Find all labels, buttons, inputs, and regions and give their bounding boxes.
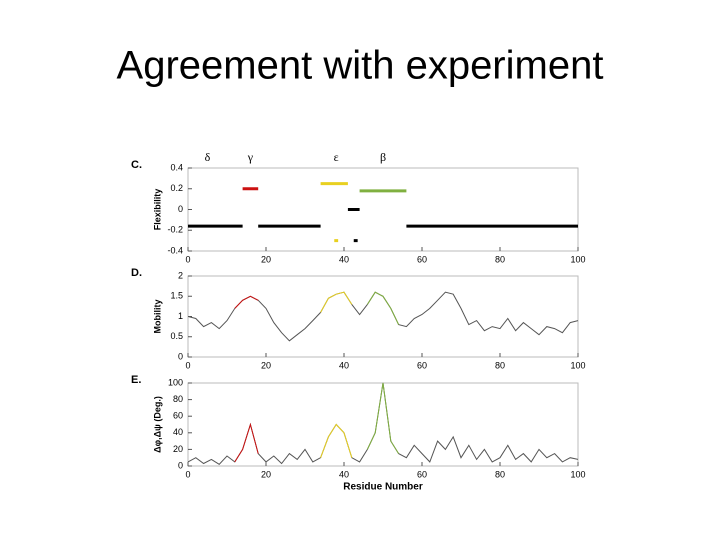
y-axis-label: Mobility: [152, 300, 162, 334]
highlight-line: [366, 382, 400, 454]
annotation: β: [380, 150, 386, 164]
x-tick-label: 80: [495, 254, 505, 264]
y-tick-label: 60: [173, 411, 183, 421]
y-tick-label: 1.5: [170, 291, 183, 301]
y-tick-label: 2: [178, 270, 183, 280]
y-axis-label: Δφ,Δψ (Deg.): [152, 396, 162, 453]
highlight-line: [366, 291, 400, 325]
highlight-line: [320, 423, 353, 458]
highlight-line: [234, 422, 259, 463]
y-axis-label: Flexibility: [152, 189, 162, 231]
slide-title: Agreement with experiment: [117, 44, 604, 88]
x-tick-label: 60: [417, 469, 427, 479]
x-tick-label: 0: [185, 254, 190, 264]
x-tick-label: 40: [339, 254, 349, 264]
x-tick-label: 60: [417, 254, 427, 264]
annotation: ε: [334, 150, 339, 164]
y-tick-label: 20: [173, 444, 183, 454]
y-tick-label: 1: [178, 311, 183, 321]
x-tick-label: 80: [495, 469, 505, 479]
x-tick-label: 20: [261, 469, 271, 479]
x-tick-label: 100: [570, 254, 585, 264]
x-axis-label: Residue Number: [343, 482, 423, 493]
y-tick-label: 0: [178, 460, 183, 470]
x-tick-label: 100: [570, 469, 585, 479]
plot-frame: [187, 275, 579, 358]
highlight-line: [320, 291, 353, 313]
panel-label: E.: [131, 374, 141, 386]
x-tick-label: 0: [185, 469, 190, 479]
x-tick-label: 40: [339, 360, 349, 370]
highlight-line: [234, 295, 259, 309]
x-tick-label: 20: [261, 360, 271, 370]
annotation: γ: [247, 150, 254, 164]
y-tick-label: 0: [178, 351, 183, 361]
x-tick-label: 80: [495, 360, 505, 370]
annotation: δ: [205, 150, 211, 164]
data-line: [188, 291, 578, 342]
y-tick-label: 0.4: [170, 162, 183, 172]
y-tick-label: 0.2: [170, 183, 183, 193]
panel-label: D.: [131, 267, 142, 279]
y-tick-label: -0.4: [167, 245, 183, 255]
plot-frame: [187, 382, 579, 467]
panel-label: C.: [131, 159, 142, 171]
x-tick-label: 0: [185, 360, 190, 370]
x-tick-label: 100: [570, 360, 585, 370]
y-tick-label: 0: [178, 204, 183, 214]
plot-frame: [187, 167, 579, 252]
y-tick-label: 100: [168, 377, 183, 387]
x-tick-label: 20: [261, 254, 271, 264]
y-tick-label: 80: [173, 394, 183, 404]
x-tick-label: 40: [339, 469, 349, 479]
y-tick-label: -0.2: [167, 225, 183, 235]
data-line: [188, 382, 578, 465]
x-tick-label: 60: [417, 360, 427, 370]
y-tick-label: 40: [173, 427, 183, 437]
y-tick-label: 0.5: [170, 331, 183, 341]
